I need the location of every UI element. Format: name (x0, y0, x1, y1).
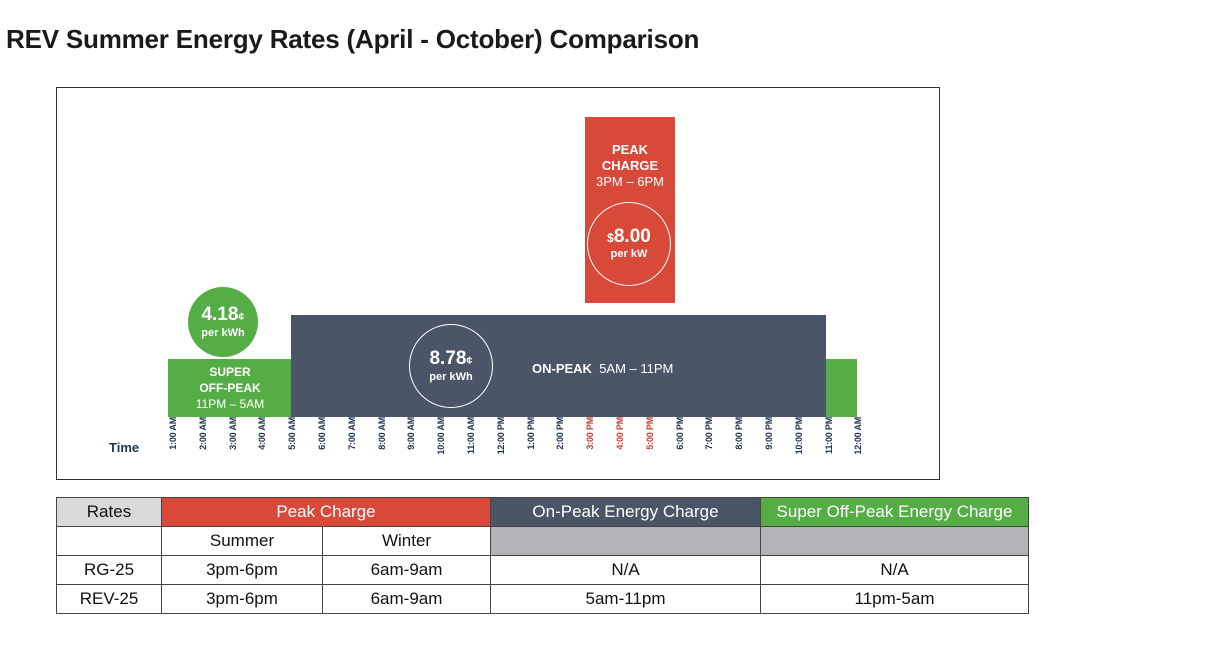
peak-charge-rate-circle: $8.00 per kW (587, 202, 671, 286)
time-tick-label: 7:00 AM (346, 417, 357, 450)
subheader-empty (56, 526, 162, 556)
super-off-peak-rate-per: per kWh (201, 326, 245, 339)
super-off-peak-hours: 11PM – 5AM (195, 397, 265, 411)
cell-summer: 3pm-6pm (161, 584, 323, 614)
subheader-summer: Summer (161, 526, 323, 556)
time-tick-label: 8:00 PM (734, 417, 745, 450)
on-peak-bar (291, 315, 826, 417)
peak-charge-currency: $ (607, 231, 614, 245)
on-peak-rate-value: 8.78 (429, 347, 467, 369)
cell-super-off-peak: 11pm-5am (760, 584, 1029, 614)
time-tick-label: 8:00 AM (376, 417, 387, 450)
header-rates: Rates (56, 497, 162, 527)
super-off-peak-bar-late (824, 359, 857, 417)
super-off-peak-rate-unit: ¢ (238, 310, 245, 323)
on-peak-label: ON-PEAK 5AM – 11PM (532, 360, 732, 377)
time-tick-label: 9:00 PM (764, 417, 774, 450)
peak-charge-label-line1: PEAK (611, 142, 649, 157)
time-tick-label: 2:00 PM (555, 417, 566, 450)
time-tick-label: 12:00 PM (495, 417, 506, 455)
time-tick-label: 1:00 PM (525, 417, 536, 450)
header-peak-charge: Peak Charge (161, 497, 491, 527)
cell-winter: 6am-9am (322, 555, 491, 585)
peak-charge-label-line2: CHARGE (601, 158, 659, 173)
cell-rate: REV-25 (56, 584, 162, 614)
subheader-winter: Winter (322, 526, 491, 556)
cell-on-peak: 5am-11pm (490, 584, 761, 614)
rate-timeline-diagram: SUPER OFF-PEAK 11PM – 5AM 4.18¢ per kWh … (56, 87, 940, 480)
peak-charge-rate-per: per kW (610, 248, 648, 260)
table-header-row: Rates Peak Charge On-Peak Energy Charge … (56, 497, 1029, 527)
cell-summer: 3pm-6pm (161, 555, 323, 585)
subheader-super-off-peak-blank (760, 526, 1029, 556)
header-super-off-peak: Super Off-Peak Energy Charge (760, 497, 1029, 527)
time-tick-label: 12:00 AM (853, 417, 864, 455)
time-tick-label: 9:00 AM (406, 417, 417, 450)
time-tick-label: 4:00 AM (257, 417, 268, 450)
table-row: REV-25 3pm-6pm 6am-9am 5am-11pm 11pm-5am (56, 584, 1029, 614)
super-off-peak-rate-circle: 4.18¢ per kWh (188, 287, 258, 357)
table-subheader-row: Summer Winter (56, 526, 1029, 556)
time-tick-label: 1:00 AM (168, 417, 178, 450)
time-tick-label: 2:00 AM (197, 417, 208, 450)
on-peak-rate-unit: ¢ (466, 354, 473, 367)
rates-table: Rates Peak Charge On-Peak Energy Charge … (56, 497, 1029, 614)
super-off-peak-label-line2: OFF-PEAK (199, 381, 261, 395)
peak-charge-rate-value: 8.00 (613, 226, 651, 247)
time-tick-label: 10:00 PM (793, 417, 804, 455)
time-tick-label: 5:00 PM (644, 417, 655, 450)
time-tick-label: 11:00 AM (466, 417, 476, 455)
time-tick-label: 5:00 AM (287, 417, 298, 450)
peak-charge-label: PEAK CHARGE 3PM – 6PM (585, 142, 675, 190)
on-peak-rate-circle: 8.78¢ per kWh (409, 324, 493, 408)
super-off-peak-label-line1: SUPER (209, 365, 251, 379)
on-peak-label-text: ON-PEAK (532, 361, 592, 376)
super-off-peak-bar-early (168, 359, 292, 417)
time-tick-label: 3:00 AM (227, 417, 238, 450)
time-tick-label: 7:00 PM (704, 417, 715, 450)
super-off-peak-label: SUPER OFF-PEAK 11PM – 5AM (168, 364, 292, 412)
cell-super-off-peak: N/A (760, 555, 1029, 585)
cell-rate: RG-25 (56, 555, 162, 585)
super-off-peak-rate-value: 4.18 (201, 303, 239, 325)
cell-winter: 6am-9am (322, 584, 491, 614)
time-tick-label: 3:00 PM (585, 417, 596, 450)
on-peak-rate-per: per kWh (429, 370, 473, 383)
peak-charge-hours: 3PM – 6PM (596, 174, 664, 189)
time-tick-label: 6:00 PM (674, 417, 685, 450)
time-tick-label: 4:00 PM (615, 417, 625, 450)
on-peak-hours: 5AM – 11PM (599, 361, 674, 376)
time-axis-label: Time (109, 440, 140, 455)
subheader-on-peak-blank (490, 526, 761, 556)
table-row: RG-25 3pm-6pm 6am-9am N/A N/A (56, 555, 1029, 585)
cell-on-peak: N/A (490, 555, 761, 585)
page-title: REV Summer Energy Rates (April - October… (6, 24, 700, 54)
header-on-peak: On-Peak Energy Charge (490, 497, 761, 527)
time-tick-label: 10:00 AM (436, 417, 447, 455)
time-tick-label: 6:00 AM (317, 417, 327, 450)
time-tick-label: 11:00 PM (823, 417, 834, 454)
